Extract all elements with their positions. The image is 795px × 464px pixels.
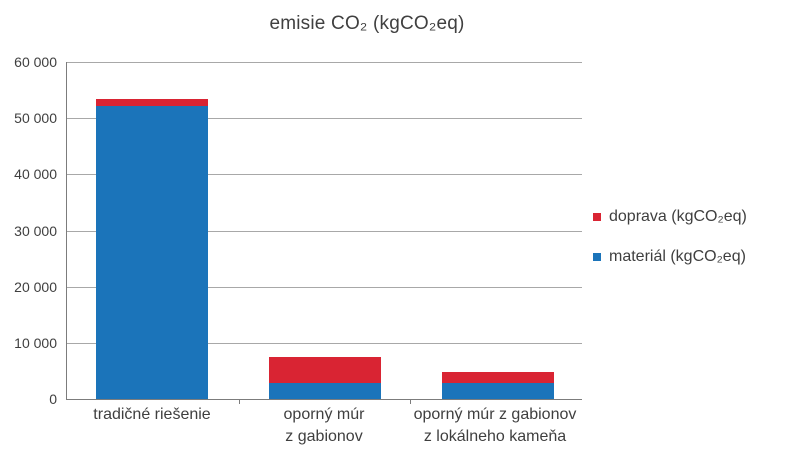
x-axis-labels: tradičné riešenie oporný múr z gabionov op… (66, 404, 581, 454)
gridline-30000 (67, 231, 582, 232)
y-tick-label: 40 000 (14, 166, 57, 182)
gridline-60000 (67, 62, 582, 63)
gridline-40000 (67, 174, 582, 175)
y-tick-label: 20 000 (14, 279, 57, 295)
x-category-label-2: oporný múr z gabionov z lokálneho kameňa (413, 406, 577, 445)
y-axis-labels: 0 10 000 20 000 30 000 40 000 50 000 60 000 (0, 0, 57, 464)
legend-label-material: materiál (kgCO₂eq) (609, 247, 746, 265)
x-axis-tick (239, 400, 240, 404)
chart-title: emisie CO₂ (kgCO₂eq) (269, 13, 465, 34)
bar-segment-doprava-2 (442, 372, 554, 383)
x-category-label-0: tradičné riešenie (93, 406, 211, 423)
bar-segment-doprava-1 (269, 357, 381, 383)
x-category-label-1: oporný múr z gabionov (283, 406, 365, 445)
legend-swatch-material (593, 252, 601, 261)
x-axis-tick (410, 400, 411, 404)
gridline-10000 (67, 343, 582, 344)
y-tick-label: 0 (49, 391, 57, 407)
legend: doprava (kgCO₂eq) materiál (kgCO₂eq) (593, 207, 747, 287)
bar-segment-material-2 (442, 383, 554, 399)
bar-segment-material-0 (96, 106, 208, 399)
y-tick-label: 60 000 (14, 54, 57, 70)
legend-item-material: materiál (kgCO₂eq) (593, 247, 747, 266)
y-tick-label: 50 000 (14, 110, 57, 126)
legend-swatch-doprava (593, 212, 601, 221)
legend-item-doprava: doprava (kgCO₂eq) (593, 207, 747, 226)
bar-segment-material-1 (269, 383, 381, 399)
gridline-50000 (67, 118, 582, 119)
plot-area (66, 62, 582, 404)
y-tick-label: 30 000 (14, 223, 57, 239)
bar-segment-doprava-0 (96, 99, 208, 106)
legend-label-doprava: doprava (kgCO₂eq) (609, 207, 747, 225)
y-tick-label: 10 000 (14, 335, 57, 351)
gridline-20000 (67, 287, 582, 288)
